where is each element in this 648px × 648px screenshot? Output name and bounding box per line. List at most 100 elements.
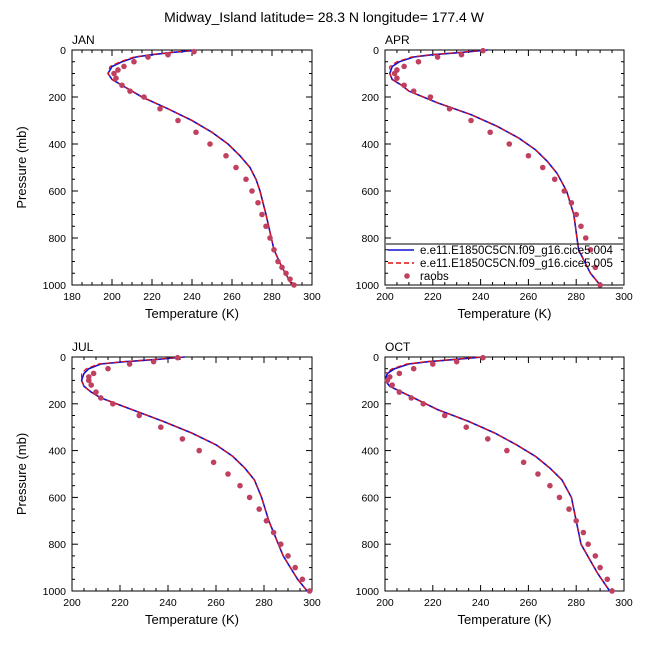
legend-entry: raobs <box>404 271 449 283</box>
y-tick-label: 400 <box>48 139 66 151</box>
raob-point <box>592 553 599 559</box>
raob-point <box>415 58 422 65</box>
legend: e.e11.E1850C5CN.f09_g16.cice5.004e.e11.E… <box>386 243 623 289</box>
raob-point <box>98 395 104 401</box>
raob-point <box>585 541 591 547</box>
raob-point <box>401 82 407 89</box>
y-tick-label: 800 <box>361 233 379 245</box>
x-tick-label: 200 <box>376 597 394 609</box>
raob-point <box>157 105 163 112</box>
raob-point <box>568 199 575 206</box>
raob-point <box>263 518 270 524</box>
raob-point <box>291 282 297 288</box>
raob-point <box>279 264 285 271</box>
raob-point <box>105 365 111 372</box>
y-tick-label: 600 <box>48 492 66 504</box>
raob-point <box>539 164 546 171</box>
y-tick-label: 800 <box>361 539 379 551</box>
y-tick-label: 600 <box>361 492 379 504</box>
y-tick-label: 0 <box>373 352 379 364</box>
raob-point <box>275 258 281 265</box>
raob-point <box>267 235 273 241</box>
raob-point <box>582 235 589 241</box>
series-line-005 <box>107 50 293 286</box>
legend-marker <box>404 273 410 279</box>
y-tick-label: 1000 <box>43 586 67 598</box>
raob-point <box>165 51 171 58</box>
raob-point <box>126 361 133 367</box>
raob-point <box>249 188 255 194</box>
raob-point <box>551 176 558 183</box>
raob-point <box>292 564 299 571</box>
raob-point <box>597 564 603 571</box>
raob-point <box>270 529 277 536</box>
raob-point <box>573 518 579 524</box>
legend-label: e.e11.E1850C5CN.f09_g16.cice5.005 <box>420 258 613 270</box>
x-tick-label: 240 <box>159 597 177 609</box>
y-tick-label: 800 <box>48 233 66 245</box>
x-tick-label: 240 <box>183 291 201 303</box>
raob-point <box>121 63 127 70</box>
panels: JAN 180 200 220 240 260 280 300 0 200 400 600 800 100… <box>14 33 633 627</box>
x-axis-title: Temperature (K) <box>145 306 239 321</box>
raob-point <box>520 459 527 466</box>
raob-point <box>119 82 125 89</box>
raob-point <box>175 117 181 124</box>
x-tick-label: 260 <box>520 597 538 609</box>
y-tick-label: 200 <box>48 92 66 104</box>
x-tick-label: 260 <box>207 597 225 609</box>
raob-point <box>394 75 400 81</box>
x-tick-label: 300 <box>303 291 321 303</box>
x-tick-label: 260 <box>520 291 538 303</box>
raob-point <box>480 47 486 54</box>
raob-point <box>191 48 197 55</box>
raob-point <box>243 176 249 183</box>
raob-point <box>113 75 119 81</box>
y-axis-title: Pressure (mb) <box>14 433 29 515</box>
raob-point <box>556 494 563 501</box>
legend-entry: e.e11.E1850C5CN.f09_g16.cice5.004 <box>388 245 613 257</box>
raob-point <box>207 141 213 147</box>
legend-label: raobs <box>420 271 449 283</box>
x-tick-label: 280 <box>567 291 585 303</box>
x-tick-label: 260 <box>223 291 241 303</box>
raob-point <box>480 354 486 361</box>
raob-point <box>441 412 448 419</box>
x-tick-label: 220 <box>424 597 442 609</box>
raob-point <box>196 447 202 454</box>
raob-point <box>401 63 407 70</box>
raob-point <box>604 576 611 583</box>
raob-point <box>287 276 293 282</box>
raob-point <box>88 382 94 388</box>
raob-point <box>299 576 306 583</box>
x-tick-label: 200 <box>63 597 81 609</box>
raob-point <box>283 270 289 277</box>
raob-point <box>446 105 453 112</box>
raob-point <box>434 54 441 60</box>
x-tick-label: 200 <box>103 291 121 303</box>
x-tick-label: 300 <box>615 597 633 609</box>
y-tick-label: 0 <box>373 45 379 57</box>
figure-title: Midway_Island latitude= 28.3 N longitude… <box>164 9 485 25</box>
raob-point <box>179 436 186 442</box>
panel-label: JUL <box>72 340 94 354</box>
raob-point <box>561 188 568 194</box>
x-tick-label: 280 <box>263 291 281 303</box>
raob-point <box>225 471 231 477</box>
raob-point <box>458 51 465 58</box>
x-tick-label: 220 <box>143 291 161 303</box>
raob-point <box>271 246 277 253</box>
x-tick-label: 220 <box>424 291 442 303</box>
raob-point <box>306 588 313 594</box>
y-tick-label: 1000 <box>43 280 67 292</box>
raob-point <box>384 377 391 384</box>
raob-point <box>278 541 284 547</box>
raob-point <box>93 389 99 395</box>
x-axis-title: Temperature (K) <box>458 612 552 627</box>
raob-point <box>504 447 510 454</box>
series-line-004 <box>107 49 293 286</box>
y-tick-label: 600 <box>48 186 66 198</box>
y-tick-label: 400 <box>361 446 379 458</box>
raob-point <box>427 94 434 100</box>
